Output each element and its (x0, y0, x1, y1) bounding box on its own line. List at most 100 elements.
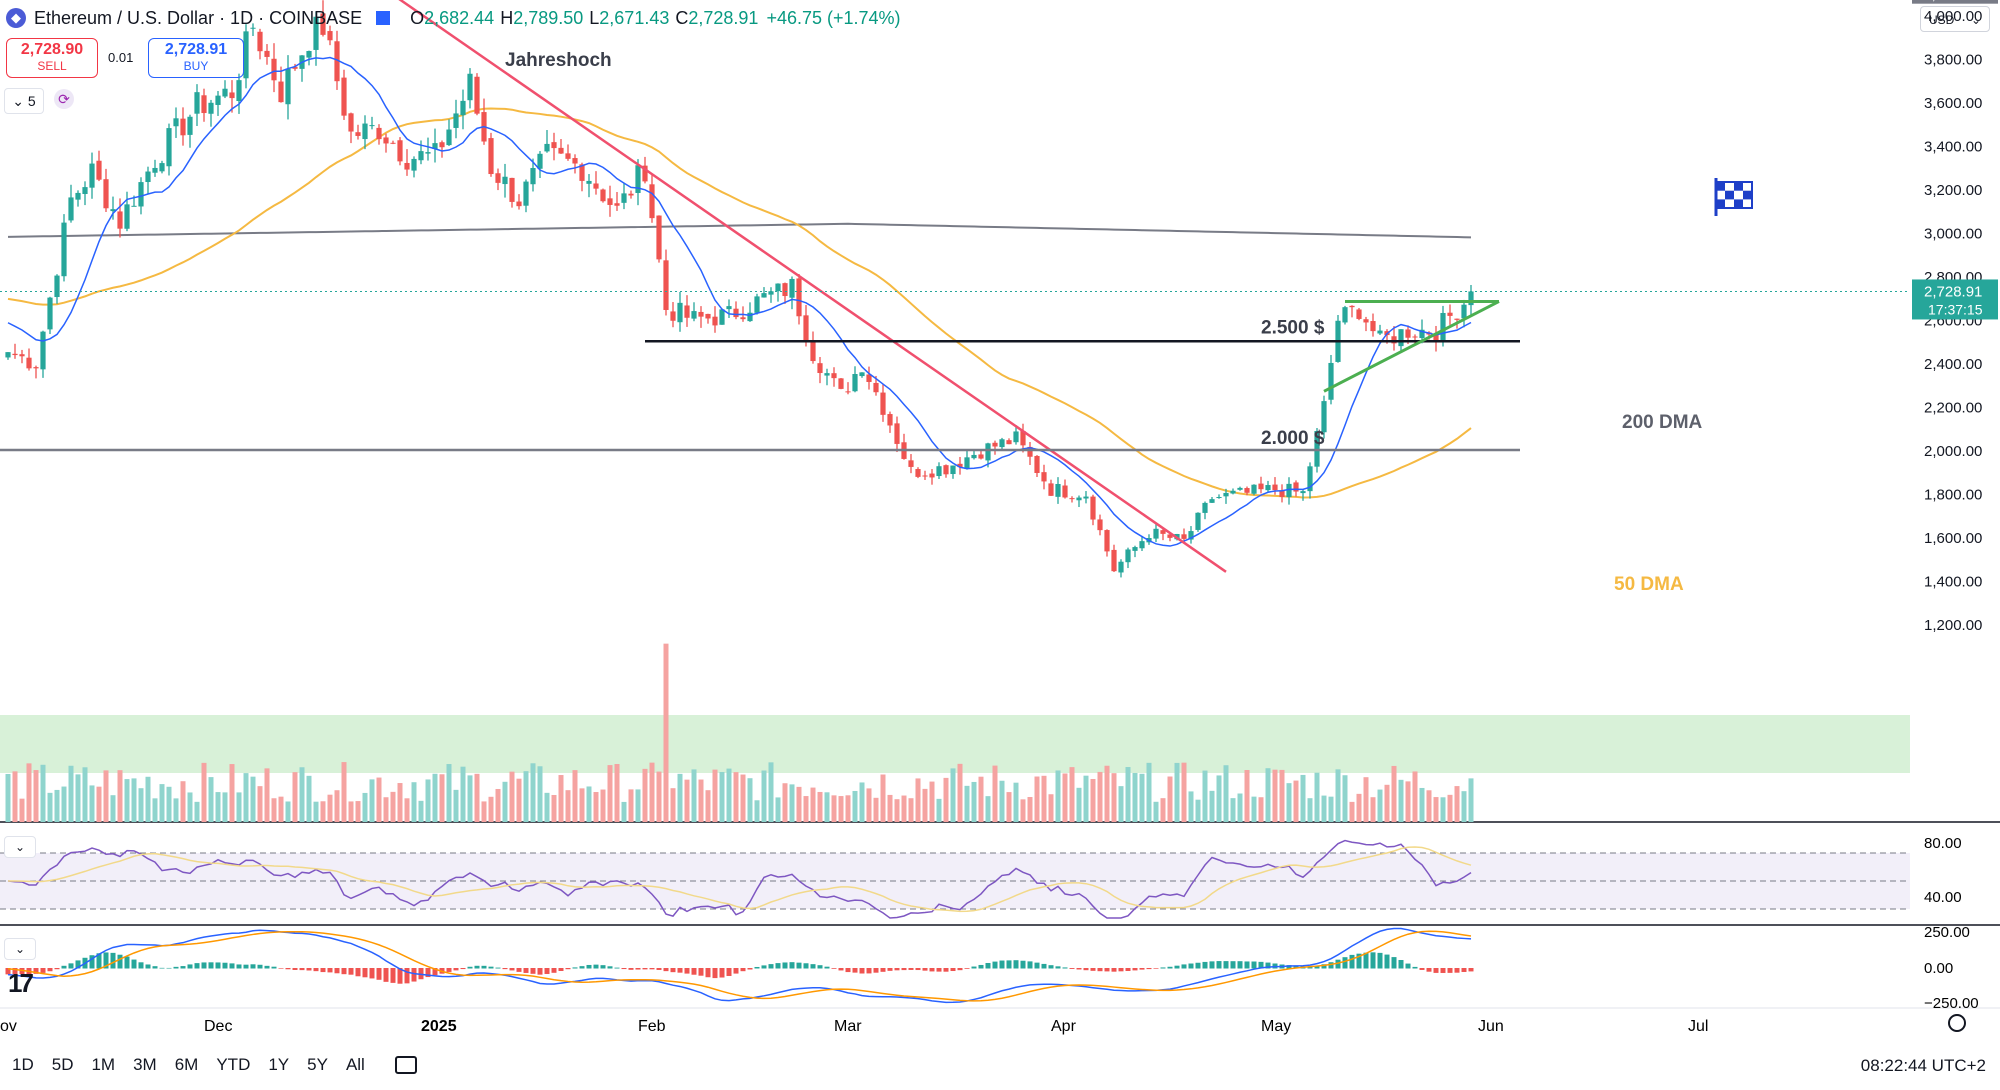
candle (1440, 312, 1446, 342)
macd-histogram-bar (873, 968, 879, 973)
sync-icon[interactable]: ⟳ (54, 89, 74, 109)
candle (495, 173, 501, 183)
candle (439, 142, 445, 148)
macd-histogram-bar (467, 966, 473, 969)
range-5y-button[interactable]: 5Y (307, 1055, 328, 1074)
range-1m-button[interactable]: 1M (91, 1055, 116, 1074)
volume-bar (1461, 791, 1467, 822)
candle (1153, 528, 1159, 539)
range-6m-button[interactable]: 6M (174, 1055, 199, 1074)
volume-bar (201, 762, 207, 822)
candle (1447, 312, 1453, 316)
y-tick-label: 2,200.00 (1924, 400, 1982, 417)
macd-histogram-bar (1104, 968, 1110, 972)
candle (425, 152, 431, 154)
volume-bar (1335, 769, 1341, 822)
candle (530, 167, 536, 185)
y-tick-label: 4,000.00 (1924, 8, 1982, 25)
candle (1356, 309, 1362, 319)
macd-histogram-bar (1377, 952, 1383, 969)
buy-button[interactable]: 2,728.91 BUY (148, 38, 244, 78)
range-3m-button[interactable]: 3M (133, 1055, 157, 1074)
volume-bar (523, 771, 529, 822)
year-high-price-label: 4,093.41 (1924, 0, 1979, 3)
candle (1258, 483, 1264, 490)
indicators-toggle[interactable]: ⌄ 5 (4, 88, 44, 114)
volume-bar (1013, 782, 1019, 822)
candle (376, 127, 382, 140)
candle (1202, 502, 1208, 513)
volume-bar (593, 792, 599, 822)
volume-bar (117, 770, 123, 822)
volume-bar (1314, 772, 1320, 822)
range-1d-button[interactable]: 1D (12, 1055, 34, 1074)
volume-bar (1202, 770, 1208, 822)
clock-time[interactable]: 08:22:44 UTC+2 (1860, 1056, 1986, 1075)
candle (131, 205, 137, 207)
volume-bar (817, 791, 823, 822)
range-all-button[interactable]: All (345, 1055, 365, 1074)
range-5d-button[interactable]: 5D (51, 1055, 74, 1074)
candle (229, 92, 235, 99)
macd-histogram-bar (1048, 965, 1054, 969)
macd-histogram-bar (740, 968, 746, 972)
volume-bar (495, 788, 501, 822)
candle (712, 316, 718, 326)
gear-icon[interactable] (1948, 1014, 1966, 1032)
candle (1083, 496, 1089, 499)
volume-bar (1230, 798, 1236, 822)
calendar-icon[interactable] (394, 1056, 417, 1074)
currency-select[interactable]: USD ⌄ (1920, 6, 1990, 32)
rsi-collapse-button[interactable]: ⌄ (4, 836, 36, 858)
macd-histogram-bar (866, 968, 872, 974)
volume-bar (299, 767, 305, 822)
symbol-title[interactable]: Ethereum / U.S. Dollar · 1D · COINBASE (34, 7, 363, 28)
macd-histogram-bar (306, 968, 312, 971)
candle (1433, 334, 1439, 341)
macd-histogram-bar (376, 968, 382, 980)
candle (1027, 446, 1033, 457)
candle (635, 165, 641, 193)
volume-bar (1188, 791, 1194, 822)
macd-histogram-bar (474, 965, 480, 969)
macd-histogram-bar (152, 966, 158, 969)
macd-histogram-bar (817, 965, 823, 969)
candle (117, 211, 123, 229)
candle (313, 16, 319, 50)
macd-signal-line (7, 930, 1472, 1002)
candle (1412, 336, 1418, 338)
candle (285, 68, 291, 105)
macd-histogram-bar (418, 968, 424, 980)
range-ytd-button[interactable]: YTD (216, 1055, 251, 1074)
candle (775, 283, 781, 292)
candle (383, 137, 389, 144)
candle (320, 13, 326, 35)
macd-histogram-bar (1062, 967, 1068, 969)
range-1y-button[interactable]: 1Y (268, 1055, 290, 1074)
flag-icon[interactable] (376, 11, 391, 25)
candle (75, 192, 81, 200)
volume-bar (215, 792, 221, 822)
candle (1349, 305, 1355, 308)
macd-histogram-bar (1223, 961, 1229, 969)
high-label: H (500, 7, 514, 28)
volume-bar (901, 795, 907, 822)
volume-bar (1356, 793, 1362, 822)
macd-histogram-bar (1468, 968, 1474, 972)
volume-bar (908, 798, 914, 822)
macd-histogram-bar (236, 964, 242, 969)
macd-histogram-bar (600, 965, 606, 969)
macd-histogram-bar (537, 968, 543, 975)
candle (943, 465, 949, 475)
macd-collapse-button[interactable]: ⌄ (4, 938, 36, 960)
volume-bar (705, 790, 711, 822)
macd-histogram-bar (1342, 957, 1348, 969)
sell-button[interactable]: 2,728.90 SELL (6, 38, 98, 78)
volume-bar (915, 778, 921, 822)
macd-histogram-bar (936, 968, 942, 972)
macd-histogram-bar (201, 962, 207, 969)
volume-bar (1321, 795, 1327, 822)
macd-histogram-bar (516, 968, 522, 972)
candle (698, 311, 704, 317)
